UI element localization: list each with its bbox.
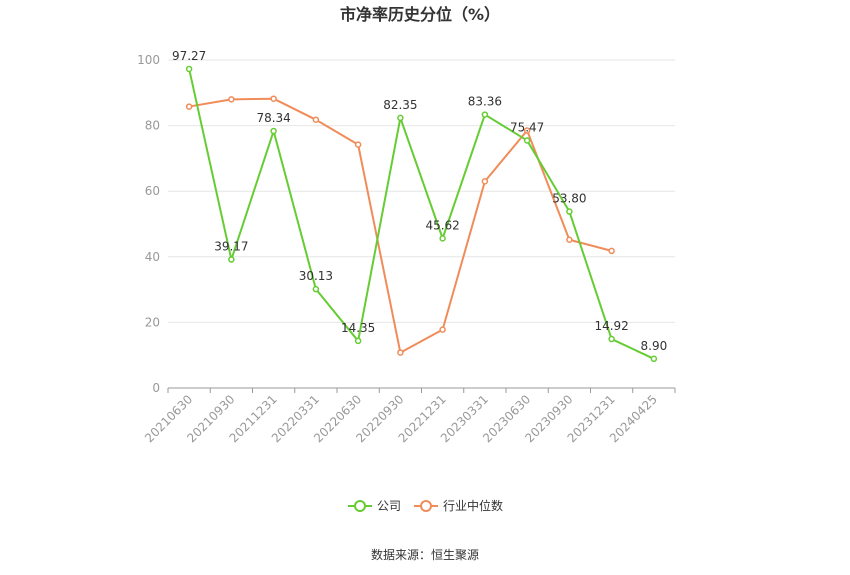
data-label: 82.35 [383, 98, 417, 112]
x-axis: 2021063020210930202112312022033120220630… [142, 387, 676, 445]
data-point [354, 337, 362, 345]
data-labels: 97.27 39.17 78.34 30.13 14.35 82.35 45.62 83.36… [172, 49, 667, 353]
legend-label: 公司 [377, 499, 401, 513]
y-tick-label: 100 [137, 53, 160, 67]
legend-swatch-marker [354, 500, 366, 512]
data-label: 14.35 [341, 321, 375, 335]
y-tick-label: 0 [152, 381, 160, 395]
data-point [523, 137, 531, 144]
grid-lines [168, 59, 675, 323]
y-tick-label: 40 [145, 250, 160, 264]
data-label: 8.90 [641, 339, 668, 353]
data-point [650, 355, 658, 363]
data-label: 14.92 [594, 319, 628, 333]
legend-label: 行业中位数 [443, 498, 503, 513]
legend-swatch-marker [420, 500, 432, 512]
data-point [312, 116, 320, 123]
data-point [481, 111, 489, 118]
data-label: 30.13 [299, 269, 333, 283]
data-point [397, 349, 404, 356]
data-label: 53.80 [552, 192, 586, 206]
data-point [397, 114, 404, 122]
y-tick-label: 20 [145, 315, 160, 329]
data-point [566, 208, 573, 215]
data-label: 83.36 [468, 95, 502, 109]
data-point [228, 256, 235, 263]
chart-title: 市净率历史分位（%） [340, 5, 500, 24]
data-point [608, 247, 615, 255]
data-label: 78.34 [256, 111, 290, 125]
series-line [188, 68, 655, 360]
data-point [228, 96, 235, 103]
legend[interactable]: 公司 行业中位数 [348, 498, 503, 513]
data-point [270, 127, 277, 135]
data-label: 97.27 [172, 49, 206, 63]
legend-item[interactable]: 行业中位数 [414, 498, 503, 513]
data-point [439, 326, 446, 333]
source-note: 数据来源：恒生聚源 [371, 547, 479, 562]
data-point [523, 127, 531, 134]
y-tick-label: 80 [145, 119, 160, 133]
data-point [439, 235, 446, 242]
series-layer [185, 65, 658, 363]
data-point [312, 285, 320, 293]
data-label: 75.47 [510, 120, 544, 134]
data-point [270, 95, 277, 102]
y-tick-label: 60 [145, 184, 160, 198]
data-point [185, 103, 193, 110]
data-point [185, 65, 193, 73]
data-point [566, 236, 573, 243]
data-label: 39.17 [214, 240, 248, 254]
data-label: 45.62 [425, 218, 459, 232]
data-point [608, 335, 615, 343]
y-axis-ticks: 0 20 40 60 80 100 [137, 53, 160, 395]
series-line [188, 97, 612, 354]
data-point [354, 141, 362, 148]
legend-item[interactable]: 公司 [348, 499, 401, 513]
data-point [481, 178, 489, 185]
